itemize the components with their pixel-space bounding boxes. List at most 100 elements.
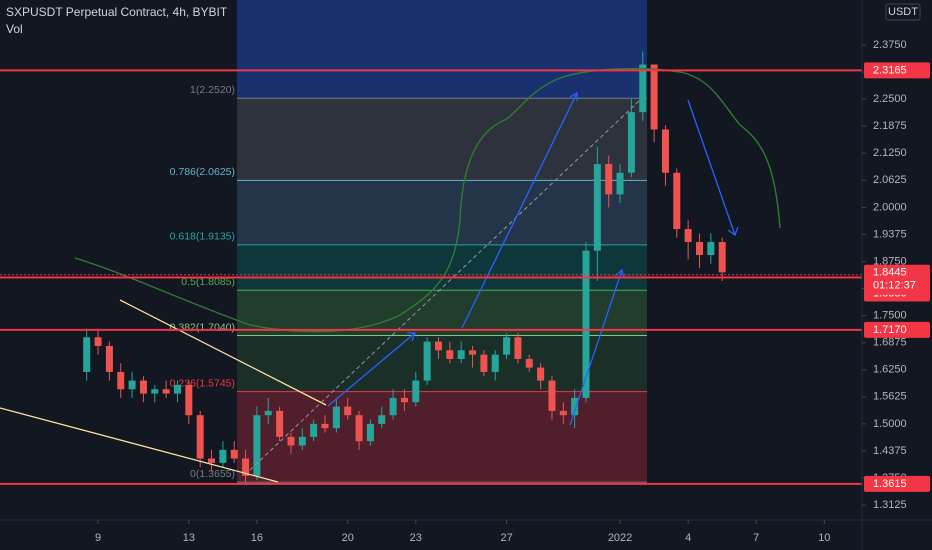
candle-body xyxy=(469,350,477,355)
candle-body xyxy=(514,337,522,359)
level-label-box xyxy=(864,321,930,338)
fib-band xyxy=(237,98,647,181)
x-tick-label: 20 xyxy=(342,532,354,544)
levels xyxy=(0,69,862,485)
candle-body xyxy=(571,397,579,416)
candle-body xyxy=(321,423,329,429)
currency: USDT xyxy=(888,6,918,18)
trend-line xyxy=(0,407,279,483)
y-tick-label: 1.4375 xyxy=(873,445,907,457)
candle-body xyxy=(695,242,703,256)
candle-body xyxy=(616,172,624,195)
candle-body xyxy=(264,410,272,416)
arrow xyxy=(687,99,739,237)
candle-body xyxy=(718,242,726,273)
candle-body xyxy=(310,423,318,437)
x-tick-label: 16 xyxy=(251,532,263,544)
candle-body xyxy=(650,64,658,130)
candle-body xyxy=(559,410,567,416)
level-label-box xyxy=(864,62,930,79)
candle-body xyxy=(219,449,227,463)
fib-label: 0.786(2.0625) xyxy=(170,166,235,178)
y-tick-label: 1.6250 xyxy=(873,364,907,376)
y-tick-label: 1.9375 xyxy=(873,228,907,240)
candle-body xyxy=(332,406,340,429)
y-tick-label: 1.7500 xyxy=(873,310,907,322)
currency-box xyxy=(885,3,921,21)
candle-body xyxy=(457,350,465,359)
fib-band-top xyxy=(237,0,647,99)
y-tick-label: 2.0000 xyxy=(873,201,907,213)
level-label-box xyxy=(864,475,930,492)
last-price-label: 1.8445 xyxy=(873,267,907,279)
x-tick-label: 23 xyxy=(410,532,422,544)
x-tick-label: 7 xyxy=(753,532,759,544)
candle-body xyxy=(707,242,715,256)
curve xyxy=(74,67,781,333)
arrow xyxy=(327,332,416,407)
countdown: 01:12:37 xyxy=(873,280,916,292)
candle-body xyxy=(128,380,136,390)
y-tick-label: 2.0625 xyxy=(873,174,907,186)
level-label: 2.3165 xyxy=(873,64,907,76)
trend-line xyxy=(119,299,327,406)
candle-body xyxy=(480,354,488,372)
candle-body xyxy=(173,384,181,394)
candle-body xyxy=(446,350,454,359)
y-tick-label: 1.6875 xyxy=(873,337,907,349)
y-tick-label: 1.8750 xyxy=(873,255,907,267)
arrow xyxy=(569,268,625,426)
x-tick-label: 9 xyxy=(95,532,101,544)
candle-body xyxy=(661,129,669,173)
time-axis xyxy=(0,520,862,550)
fib-band xyxy=(237,391,647,483)
fib-label: 0.5(1.8085) xyxy=(181,276,235,288)
axes: 2.37502.31252.25002.18752.12502.06252.00… xyxy=(95,39,930,544)
candle-body xyxy=(593,164,601,251)
fib-band xyxy=(237,290,647,336)
candle-body xyxy=(673,172,681,230)
y-tick-label: 1.5625 xyxy=(873,391,907,403)
candle-body xyxy=(389,397,397,416)
last-price-label-box xyxy=(864,264,930,295)
level-label: 1.3615 xyxy=(873,478,907,490)
y-tick-label: 2.2500 xyxy=(873,93,907,105)
fib-trend-line xyxy=(249,99,641,471)
level-label: 1.7170 xyxy=(873,324,907,336)
candle-body xyxy=(117,371,125,390)
candle-body xyxy=(525,358,533,368)
fib-label: 1(2.2520) xyxy=(190,84,235,96)
candle-body xyxy=(344,406,352,416)
fib-label: 0.618(1.9135) xyxy=(170,231,235,243)
candle-body xyxy=(627,112,635,173)
candle-body xyxy=(185,384,193,416)
arrow xyxy=(461,91,578,329)
candle-body xyxy=(537,367,545,381)
x-tick-label: 2022 xyxy=(608,532,632,544)
candle-body xyxy=(83,337,91,372)
subtitle: Vol xyxy=(6,22,23,36)
candle-body xyxy=(400,397,408,403)
y-tick-label: 2.1250 xyxy=(873,147,907,159)
candle-body xyxy=(548,380,556,411)
fib-label: 0.382(1.7040) xyxy=(170,321,235,333)
candle-body xyxy=(366,423,374,442)
candle-body xyxy=(208,458,216,463)
fib-bands: 1(2.2520) 0.786(2.0625) 0.618(1.9135) 0.5(1… xyxy=(170,0,647,483)
candle-body xyxy=(276,410,284,437)
y-tick-label: 2.1875 xyxy=(873,120,907,132)
candle-body xyxy=(412,380,420,403)
candle-body xyxy=(151,389,159,394)
candle-body xyxy=(355,415,363,442)
candle-body xyxy=(423,341,431,381)
candle-body xyxy=(298,436,306,446)
x-tick-label: 10 xyxy=(818,532,830,544)
x-tick-label: 27 xyxy=(500,532,512,544)
y-tick-label: 2.3750 xyxy=(873,39,907,51)
candle-body xyxy=(253,415,261,476)
candle-body xyxy=(582,250,590,398)
x-tick-label: 13 xyxy=(183,532,195,544)
candle-body xyxy=(162,389,170,394)
candle-body xyxy=(287,436,295,446)
